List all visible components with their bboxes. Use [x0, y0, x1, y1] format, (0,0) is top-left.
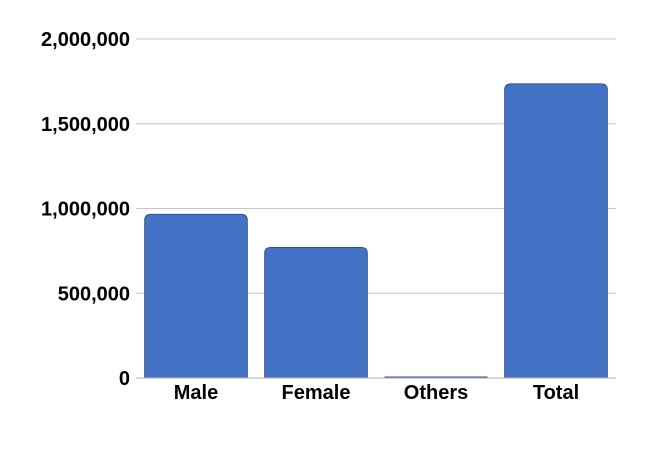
y-tick-label: 500,000 [58, 283, 130, 305]
y-tick-label: 1,000,000 [41, 199, 130, 221]
bar-male [144, 213, 248, 379]
x-category-label-male: Male [174, 382, 218, 404]
bars [144, 83, 608, 379]
y-axis-tick-labels: 0 500,000 1,000,000 1,500,000 2,000,000 [41, 29, 130, 390]
bar-female [264, 246, 368, 379]
y-tick-label: 2,000,000 [41, 29, 130, 51]
x-category-label-others: Others [404, 382, 468, 404]
x-category-label-female: Female [282, 382, 351, 404]
x-axis-category-labels: Male Female Others Total [174, 382, 579, 404]
y-tick-label: 0 [119, 368, 130, 390]
x-category-label-total: Total [533, 382, 579, 404]
y-tick-label: 1,500,000 [41, 114, 130, 136]
bar-total [504, 83, 608, 379]
